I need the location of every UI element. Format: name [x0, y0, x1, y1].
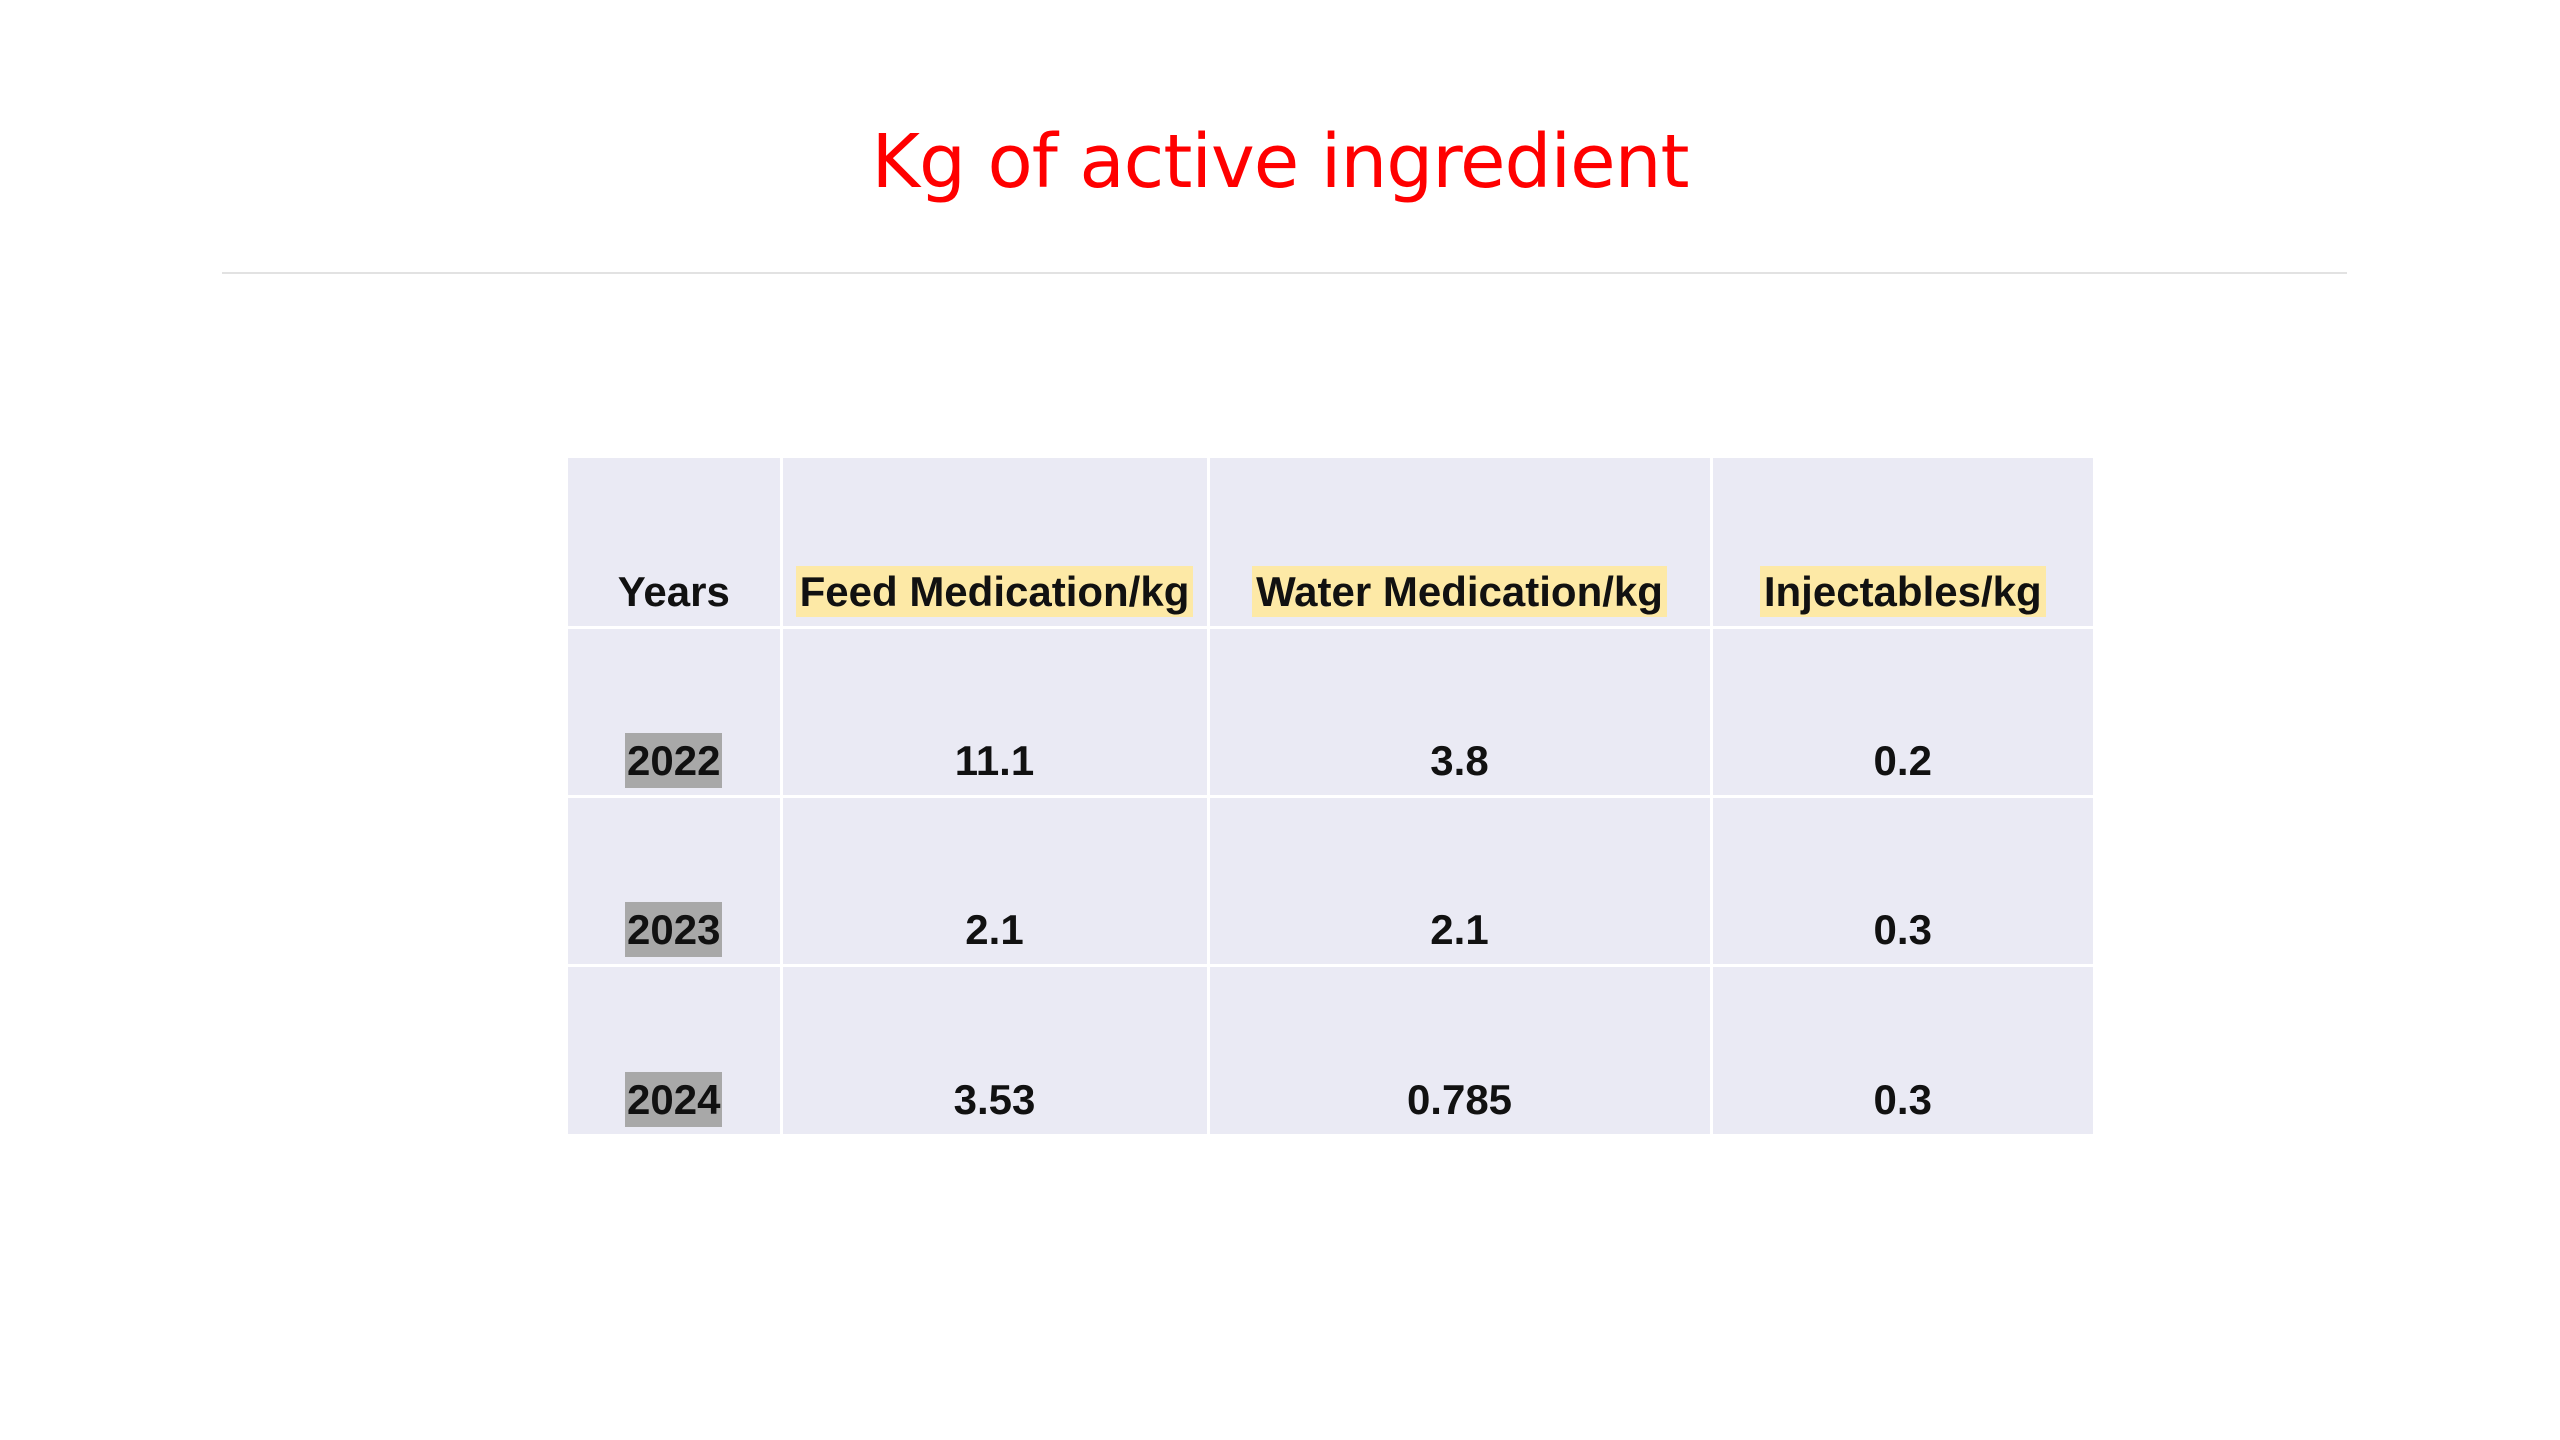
title-divider: [222, 272, 2347, 274]
header-label-injectables: Injectables/kg: [1759, 565, 2046, 617]
header-label-water: Water Medication/kg: [1252, 565, 1667, 617]
year-label: 2024: [625, 1072, 723, 1127]
header-label-years: Years: [617, 567, 730, 615]
header-cell-water: Water Medication/kg: [1206, 458, 1713, 629]
feed-cell: 3.53: [779, 963, 1210, 1134]
slide-title: Kg of active ingredient: [871, 119, 1689, 205]
feed-cell: 2.1: [779, 794, 1210, 967]
header-label-feed: Feed Medication/kg: [795, 565, 1194, 617]
table-header-row: Years Feed Medication/kg Water Medicatio…: [568, 458, 2093, 629]
year-label: 2022: [625, 732, 723, 788]
year-cell: 2023: [568, 794, 783, 967]
header-cell-years: Years: [568, 458, 783, 629]
injectables-cell: 0.2: [1709, 625, 2093, 798]
water-cell: 2.1: [1206, 794, 1713, 967]
injectables-cell: 0.3: [1709, 794, 2093, 967]
header-cell-injectables: Injectables/kg: [1709, 458, 2093, 629]
year-cell: 2022: [568, 625, 783, 798]
header-cell-feed: Feed Medication/kg: [779, 458, 1210, 629]
year-cell: 2024: [568, 963, 783, 1134]
data-table: Years Feed Medication/kg Water Medicatio…: [568, 458, 2093, 1134]
year-label: 2023: [625, 901, 723, 957]
feed-cell: 11.1: [779, 625, 1210, 798]
water-cell: 3.8: [1206, 625, 1713, 798]
water-cell: 0.785: [1206, 963, 1713, 1134]
table-row: 2022 11.1 3.8 0.2: [568, 625, 2093, 798]
injectables-cell: 0.3: [1709, 963, 2093, 1134]
table-row: 2024 3.53 0.785 0.3: [568, 963, 2093, 1134]
table-row: 2023 2.1 2.1 0.3: [568, 794, 2093, 967]
